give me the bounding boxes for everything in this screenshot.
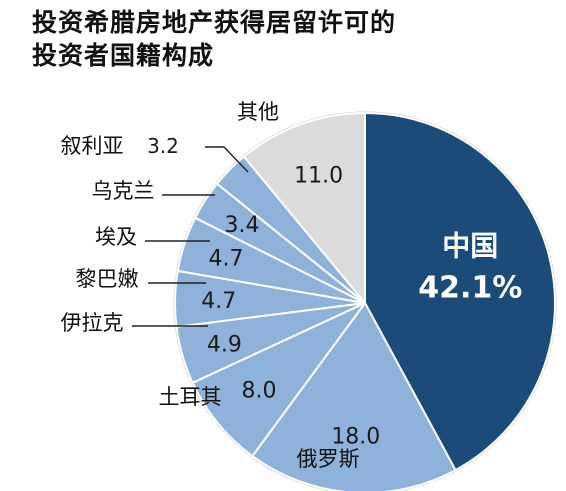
slice-8 [242,111,366,306]
slice-3-category-label: 伊拉克 [61,311,124,335]
slice-4-value-label: 4.7 [201,289,236,314]
chart-title-line-1: 投资希腊房地产获得居留许可的 [32,8,397,37]
slice-2-value-label: 8.0 [242,379,277,404]
slice-1 [250,301,457,491]
slice-6-value-label: 3.4 [224,213,259,238]
slice-7-value-label: 3.2 [147,134,179,158]
slice-4-category-label: 黎巴嫩 [76,267,139,291]
slice-1-category-label: 俄罗斯 [297,447,360,471]
slice-8-category-label: 其他 [237,100,279,124]
slice-1-value-label: 18.0 [331,425,380,450]
slice-0-category-label: 中国 [442,229,498,262]
slice-0-value-label: 42.1% [418,270,522,305]
chart-title-line-2: 投资者国籍构成 [32,41,215,70]
pie-slices [174,111,556,491]
slice-8-value-label: 11.0 [294,163,343,188]
pie-value-labels: 42.1% 18.0 8.04.9 4.7 4.7 3.4 3.2 11.0 [147,134,522,450]
slice-7-category-label: 叙利亚 [61,134,124,158]
slice-0 [364,111,556,472]
slice-7-leader-line [205,146,249,173]
slice-6-category-label: 乌克兰 [92,179,155,203]
slice-5-value-label: 4.7 [209,246,244,271]
slice-2 [191,302,366,458]
pie-leader-lines [132,146,249,327]
slice-3-value-label: 4.9 [207,332,242,357]
slice-5-category-label: 埃及 [95,225,137,249]
chart-title: 投资希腊房地产获得居留许可的 投资者国籍构成 [32,6,396,72]
slice-2-category-label: 土耳其 [159,385,222,409]
